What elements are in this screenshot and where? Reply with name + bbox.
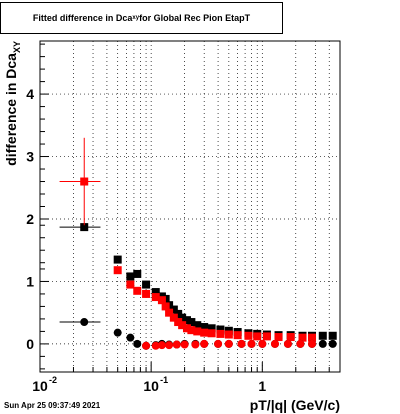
data-point [133, 286, 142, 295]
data-point [237, 339, 246, 348]
data-point [258, 339, 267, 348]
data-point [224, 339, 233, 348]
y-tick-label: 1 [26, 273, 34, 289]
data-point [318, 339, 327, 348]
data-point [283, 339, 292, 348]
data-point [80, 318, 89, 327]
data-point [165, 341, 174, 350]
data-point [187, 318, 196, 327]
data-point [308, 333, 317, 342]
data-point [80, 177, 89, 186]
data-point [328, 339, 337, 348]
data-point [214, 339, 223, 348]
data-point [207, 324, 216, 333]
data-point [224, 330, 233, 339]
data-point [142, 289, 151, 298]
data-point [142, 280, 151, 289]
data-point [151, 288, 160, 297]
data-point [296, 339, 305, 348]
data-point [172, 340, 181, 349]
data-point [169, 305, 178, 314]
data-point [318, 331, 327, 340]
data-point [142, 341, 151, 350]
data-point [247, 339, 256, 348]
data-point [193, 327, 202, 336]
data-point [270, 339, 279, 348]
data-point [178, 313, 187, 322]
data-point [244, 331, 253, 340]
x-tick-label: 1 [258, 378, 266, 394]
y-tick-label: 3 [26, 149, 34, 165]
x-tick-exponent: -2 [49, 375, 57, 385]
y-axis-label: difference in DcaXY [3, 41, 22, 166]
data-point [233, 331, 242, 340]
data-point [126, 272, 135, 281]
data-point [298, 333, 307, 342]
data-point [169, 313, 178, 322]
data-point [126, 280, 135, 289]
x-tick-label: 10 [32, 378, 48, 394]
data-point [180, 340, 189, 349]
data-point [286, 333, 295, 342]
x-axis-label: pT/|q| (GeV/c) [250, 397, 340, 413]
chart-title: Fitted difference in Dca xy for Global Re… [0, 2, 283, 34]
data-point [157, 296, 166, 305]
data-point [200, 323, 209, 332]
data-point [200, 339, 209, 348]
y-tick-label: 2 [26, 211, 34, 227]
data-point [274, 333, 283, 342]
x-tick-exponent: -1 [160, 375, 168, 385]
data-point [207, 329, 216, 338]
title-suffix: for Global Rec Pion EtapT [139, 13, 251, 23]
data-point [151, 341, 160, 350]
data-point [113, 266, 122, 275]
data-point [308, 339, 317, 348]
y-tick-label: 4 [26, 86, 34, 102]
data-point [161, 302, 170, 311]
data-point [133, 339, 142, 348]
title-subscript: xy [132, 15, 140, 21]
data-point [165, 308, 174, 317]
data-point [193, 321, 202, 330]
data-point [182, 324, 191, 333]
data-point [328, 331, 337, 340]
data-point [133, 269, 142, 278]
x-tick-label: 10 [143, 378, 159, 394]
y-axis-label-main: difference in Dca [3, 53, 19, 166]
data-series [142, 339, 317, 350]
timestamp-footer: Sun Apr 25 09:37:49 2021 [4, 401, 101, 410]
y-tick-label: 0 [26, 336, 34, 352]
data-point [253, 332, 262, 341]
data-point [126, 333, 135, 342]
data-point [157, 341, 166, 350]
y-axis-label-subscript: XY [12, 41, 22, 53]
data-point [216, 329, 225, 338]
data-point [178, 321, 187, 330]
data-point [113, 255, 122, 264]
data-series [59, 137, 317, 342]
data-point [80, 223, 89, 232]
title-prefix: Fitted difference in Dca [32, 13, 133, 23]
data-point [262, 332, 271, 341]
data-point [187, 326, 196, 335]
data-point [113, 328, 122, 337]
data-point [216, 325, 225, 334]
data-point [151, 293, 160, 302]
data-point [191, 340, 200, 349]
data-point [200, 328, 209, 337]
data-point [182, 316, 191, 325]
